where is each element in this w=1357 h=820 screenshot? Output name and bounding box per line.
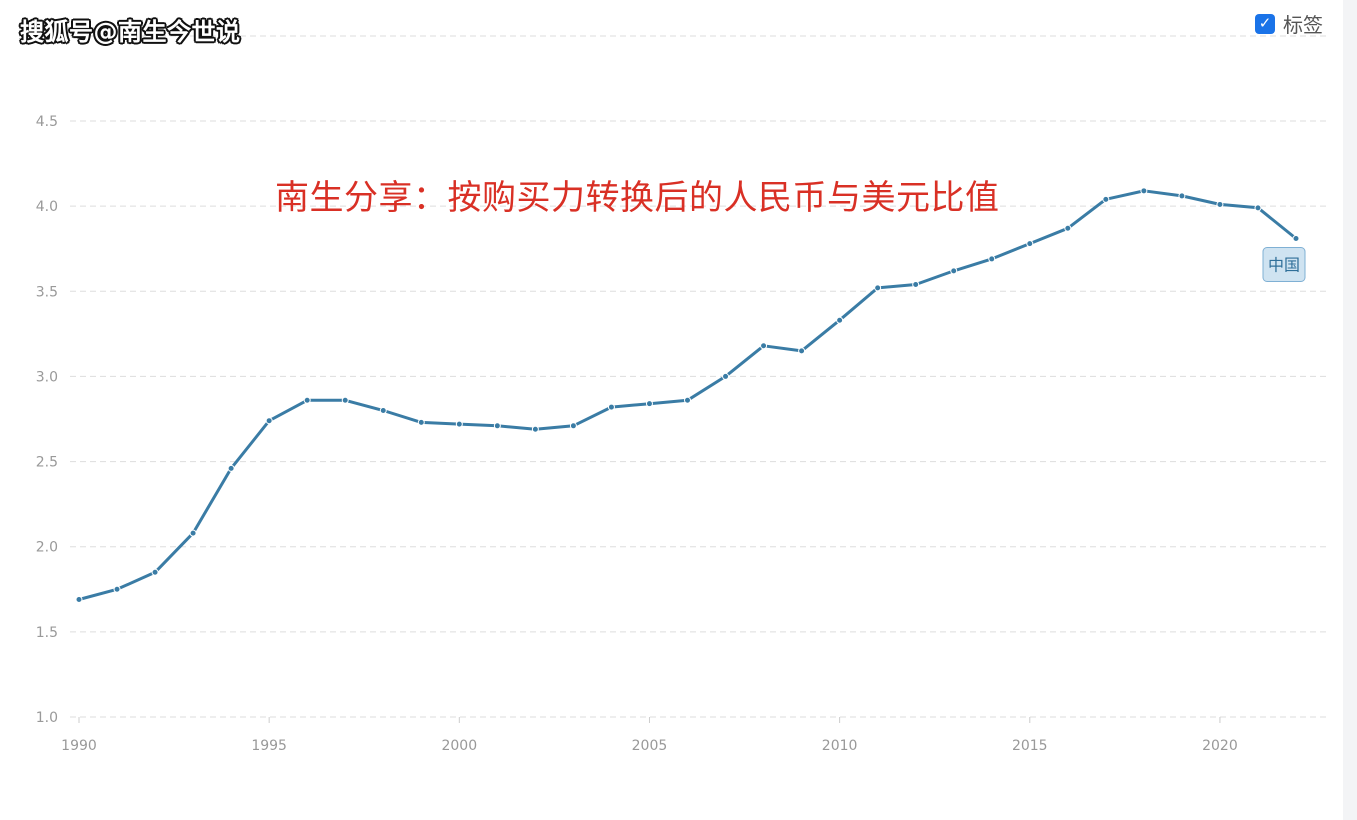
series-line [78,189,1297,601]
grid [70,35,1327,718]
data-point [1216,200,1224,208]
data-point [303,396,311,404]
data-point [493,422,501,430]
y-tick-label: 1.5 [36,625,58,641]
checkmark-icon[interactable]: ✓ [1255,13,1275,34]
series-label-box [1262,246,1306,282]
data-point [265,417,273,425]
data-point [227,464,235,472]
data-point [645,400,653,408]
data-point [1102,195,1110,203]
x-tick-label: 2010 [822,738,858,754]
data-point [151,568,159,576]
overlay-title: 南生分享：按购买力转换后的人民币与美元比值 [275,178,1000,218]
y-tick-label: 3.0 [36,369,58,385]
data-point [1178,192,1186,200]
data-point [874,284,882,292]
x-tick-label: 2015 [1012,738,1048,754]
data-point [760,342,768,350]
x-tick-label: 2020 [1202,738,1238,754]
data-point [950,267,958,275]
y-tick-label: 2.5 [36,455,58,471]
y-tick-label: 4.0 [36,199,58,215]
series-label: 中国 [1268,255,1300,274]
data-point [988,255,996,263]
y-tick-label: 1.0 [36,710,58,726]
axes: 1.0 1.5 2.0 2.5 3.0 3.5 4.0 4.5 1990 1995 2000 2005… [36,114,1238,754]
data-point [113,585,121,593]
y-tick-label: 2.0 [36,540,58,556]
data-point [798,347,806,355]
data-point [531,425,539,433]
data-point [75,596,83,604]
data-point [417,418,425,426]
watermark-text: 搜狐号@南生今世说 [20,18,241,46]
data-point [1026,240,1034,248]
data-point [607,403,615,411]
x-tick-label: 1990 [61,738,97,754]
x-tick-label: 2000 [441,738,477,754]
data-point [912,280,920,288]
data-point [189,529,197,537]
series: 中国 [75,187,1306,604]
data-point [1140,187,1148,195]
label-toggle[interactable]: ✓ 标签 [1255,9,1323,38]
page-edge [1343,0,1357,820]
data-point [455,420,463,428]
data-point [341,396,349,404]
y-tick-label: 3.5 [36,284,58,300]
data-point [1292,234,1300,242]
data-point [569,422,577,430]
data-point [836,316,844,324]
data-point [379,406,387,414]
data-point [722,372,730,380]
label-toggle-text: 标签 [1283,13,1323,37]
data-point [1254,204,1262,212]
y-tick-label: 4.5 [36,114,58,130]
x-tick-label: 1995 [251,738,287,754]
x-tick-label: 2005 [632,738,668,754]
data-point [684,396,691,404]
data-point [1064,224,1072,232]
